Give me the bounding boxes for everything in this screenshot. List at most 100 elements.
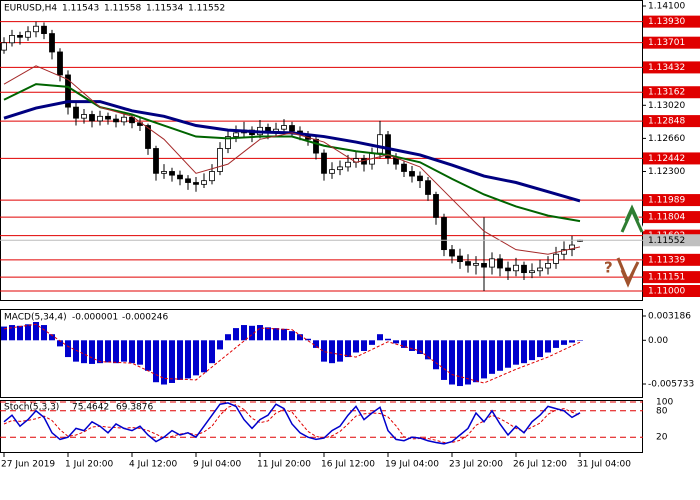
macd-bar <box>385 338 391 341</box>
y-tick-label: 0.003186 <box>648 312 691 322</box>
macd-bar <box>521 340 527 364</box>
macd-bar <box>337 340 343 362</box>
candle-body <box>417 175 423 182</box>
candle-body <box>545 263 551 269</box>
macd-bar <box>577 340 583 341</box>
macd-bar <box>489 340 495 374</box>
level-label-box <box>643 211 700 224</box>
candle-body <box>121 116 127 123</box>
macd-bar <box>241 325 247 341</box>
candle-body <box>113 118 119 123</box>
macd-bar <box>169 340 175 383</box>
candle-body <box>201 180 207 185</box>
candle-body <box>497 258 503 269</box>
level-label: 1.13432 <box>648 63 685 73</box>
candle-body <box>529 270 535 274</box>
candle-body <box>81 114 87 119</box>
candle-body <box>385 134 391 159</box>
macd-bar <box>353 340 359 353</box>
macd-bar <box>97 340 103 364</box>
macd-bar <box>41 325 47 341</box>
y-tick-label: -0.005733 <box>648 380 694 390</box>
macd-bar <box>81 340 87 364</box>
level-label: 1.11989 <box>648 196 685 206</box>
candle-body <box>145 125 151 149</box>
symbol-title: EURUSD,H4 <box>4 4 57 14</box>
candle-body <box>337 166 343 171</box>
bar-high: 1.11558 <box>104 4 141 14</box>
macd-bar <box>305 338 311 341</box>
candle-body <box>465 261 471 266</box>
candle-body <box>185 178 191 183</box>
macd-bar <box>17 325 23 341</box>
candle-body <box>73 106 79 119</box>
macd-bar <box>313 340 319 348</box>
stoch-main <box>3 402 581 445</box>
macd-bar <box>417 340 423 355</box>
candle-body <box>457 255 463 262</box>
candle-body <box>129 116 135 124</box>
macd-bar <box>401 340 407 348</box>
macd-bar <box>33 321 39 341</box>
candle-body <box>505 267 511 272</box>
candle-body <box>425 180 431 195</box>
macd-bar <box>161 340 167 385</box>
macd-bar <box>361 340 367 351</box>
candle-body <box>537 267 543 272</box>
macd-bar <box>473 340 479 383</box>
macd-bar <box>121 340 127 362</box>
macd-bar <box>529 340 535 361</box>
macd-bar <box>481 340 487 379</box>
macd-bar <box>257 325 263 341</box>
macd-bar <box>89 340 95 364</box>
candle-body <box>345 161 351 168</box>
y-tick-label: 20 <box>656 433 668 443</box>
bar-open: 1.11543 <box>62 4 99 14</box>
macd-bar <box>545 340 551 353</box>
macd-signal-value: -0.000246 <box>122 313 168 323</box>
macd-bar <box>105 340 111 363</box>
candle-body <box>193 182 199 185</box>
level-label-box <box>643 285 700 297</box>
macd-bar <box>1 326 7 341</box>
level-label-box <box>643 36 700 49</box>
macd-bar <box>57 340 63 347</box>
level-label: 1.11000 <box>648 287 685 297</box>
candle-body <box>153 148 159 174</box>
macd-bar <box>345 340 351 358</box>
candle-body <box>401 163 407 172</box>
macd-bar <box>9 325 15 341</box>
macd-bar <box>73 340 79 362</box>
main-panel <box>0 0 643 301</box>
candle-body <box>361 158 367 165</box>
macd-bar <box>65 340 71 358</box>
svg-text:?: ? <box>604 259 613 277</box>
macd-main-value: -0.000001 <box>72 313 118 323</box>
macd-bar <box>433 340 439 370</box>
candle-body <box>89 114 95 122</box>
candle-body <box>105 115 111 120</box>
candle-body <box>489 258 495 268</box>
level-label-box <box>643 152 700 165</box>
macd-bar <box>225 334 231 341</box>
candle-body <box>553 253 559 264</box>
candle-body <box>25 31 31 38</box>
macd-bar <box>441 340 447 380</box>
level-label: 1.12848 <box>648 117 685 127</box>
x-tick-label: 11 Jul 20:00 <box>257 460 311 470</box>
macd-bar <box>289 331 295 341</box>
x-tick-label: 27 Jun 2019 <box>1 460 55 470</box>
candle-body <box>281 125 287 130</box>
macd-bar <box>537 340 543 358</box>
macd-bar <box>457 340 463 387</box>
candle-body <box>57 51 63 76</box>
macd-bar <box>561 340 567 345</box>
level-label-box <box>643 61 700 74</box>
candle-body <box>97 115 103 122</box>
candle-body <box>1 42 7 51</box>
macd-bar <box>201 340 207 373</box>
current-price-box <box>643 234 700 247</box>
x-tick-label: 26 Jul 12:00 <box>513 460 567 470</box>
x-tick-label: 19 Jul 04:00 <box>385 460 439 470</box>
x-tick-label: 31 Jul 04:00 <box>577 460 631 470</box>
